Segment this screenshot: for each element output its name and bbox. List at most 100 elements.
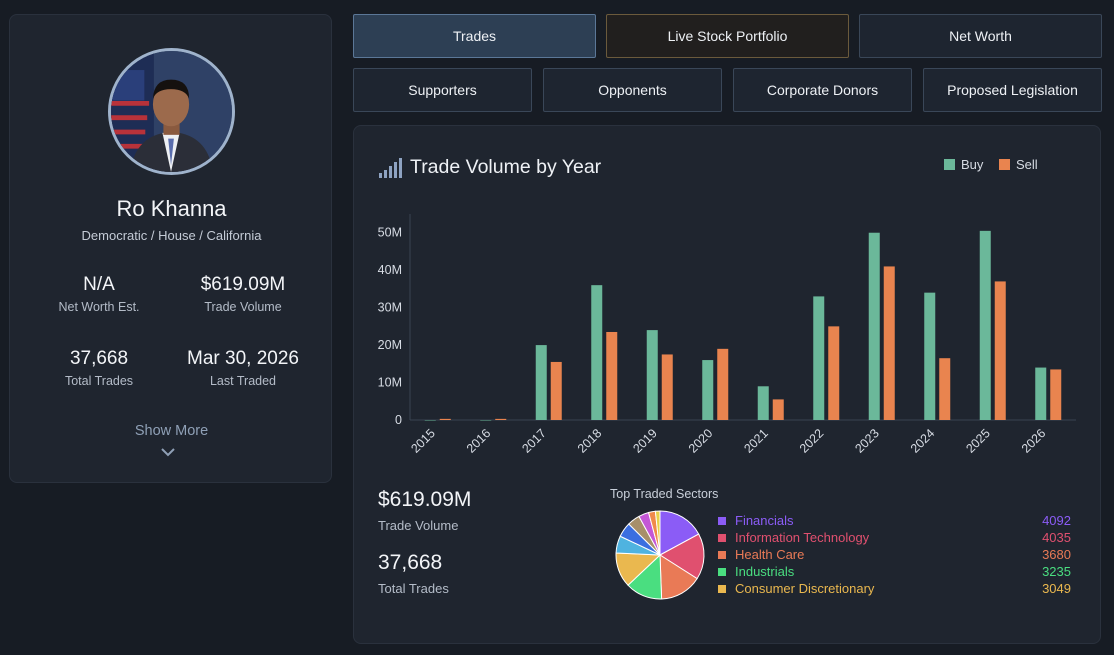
bar-buy-2024[interactable] xyxy=(924,292,936,420)
y-tick-label: 50M xyxy=(378,226,402,240)
sector-count: 4035 xyxy=(1042,530,1071,545)
profile-card: Ro Khanna Democratic / House / Californi… xyxy=(9,14,332,483)
bar-buy-2022[interactable] xyxy=(813,296,825,420)
bar-sell-2024[interactable] xyxy=(939,358,951,420)
signal-bars-icon xyxy=(379,158,402,178)
tab-live-stock-portfolio[interactable]: Live Stock Portfolio xyxy=(606,14,849,58)
legend-swatch xyxy=(944,159,955,170)
x-tick-label: 2025 xyxy=(963,426,993,456)
x-tick-label: 2026 xyxy=(1019,426,1049,456)
y-tick-label: 10M xyxy=(378,376,402,390)
total-trades-stat: 37,668 Total Trades xyxy=(19,348,179,388)
sector-name: Financials xyxy=(735,513,794,528)
legend-sell[interactable]: Sell xyxy=(999,157,1038,172)
x-tick-label: 2018 xyxy=(575,426,605,456)
tab-proposed-legislation[interactable]: Proposed Legislation xyxy=(923,68,1102,112)
sector-swatch xyxy=(718,568,726,576)
bar-buy-2026[interactable] xyxy=(1035,367,1047,420)
stat-label: Trade Volume xyxy=(204,300,282,314)
x-tick-label: 2021 xyxy=(741,426,771,456)
bar-sell-2020[interactable] xyxy=(717,348,729,420)
x-tick-label: 2015 xyxy=(408,426,438,456)
trade-volume-panel: Trade Volume by Year Buy Sell 0 10M 20M 30M… xyxy=(353,125,1101,644)
x-tick-label: 2017 xyxy=(519,426,549,456)
show-more-button[interactable]: Show More xyxy=(134,423,209,439)
sector-row[interactable]: Industrials 3235 xyxy=(718,564,1071,581)
stat-label: Last Traded xyxy=(209,374,276,388)
stat-label: Total Trades xyxy=(64,374,134,388)
bar-buy-2016[interactable] xyxy=(480,420,492,421)
total-trades-value: 37,668 xyxy=(378,551,443,574)
sector-name: Health Care xyxy=(735,547,805,562)
bar-sell-2022[interactable] xyxy=(828,326,840,420)
bar-sell-2015[interactable] xyxy=(439,418,451,420)
pie-slice[interactable] xyxy=(654,510,661,556)
total-trades-label: Total Trades xyxy=(378,581,449,596)
trade-volume-label: Trade Volume xyxy=(378,518,459,533)
sector-swatch xyxy=(718,585,726,593)
sectors-title: Top Traded Sectors xyxy=(610,487,719,501)
y-tick-label: 0 xyxy=(395,413,402,427)
x-tick-label: 2022 xyxy=(797,426,827,456)
legend-swatch xyxy=(999,159,1010,170)
tab-corporate-donors[interactable]: Corporate Donors xyxy=(733,68,912,112)
bar-buy-2020[interactable] xyxy=(702,360,714,420)
sector-row[interactable]: Health Care 3680 xyxy=(718,547,1071,564)
x-tick-label: 2016 xyxy=(464,426,494,456)
bar-buy-2025[interactable] xyxy=(979,230,991,420)
stat-value: N/A xyxy=(83,274,115,295)
sector-swatch xyxy=(718,551,726,559)
sector-count: 4092 xyxy=(1042,513,1071,528)
tab-trades[interactable]: Trades xyxy=(353,14,596,58)
tab-supporters[interactable]: Supporters xyxy=(353,68,532,112)
bar-sell-2026[interactable] xyxy=(1050,369,1062,420)
x-tick-label: 2024 xyxy=(908,426,938,456)
affiliation: Democratic / House / California xyxy=(81,228,262,243)
bar-chart: 0 10M 20M 30M 40M 50M 2015 2016 2017 2018 2019 2020… xyxy=(378,214,1076,456)
bar-buy-2021[interactable] xyxy=(757,386,769,420)
sector-count: 3235 xyxy=(1042,564,1071,579)
bar-sell-2021[interactable] xyxy=(772,399,784,420)
bar-sell-2016[interactable] xyxy=(495,418,507,420)
bar-buy-2019[interactable] xyxy=(646,330,658,420)
chart-title: Trade Volume by Year xyxy=(410,156,602,178)
legend-buy[interactable]: Buy xyxy=(944,157,983,172)
sector-name: Consumer Discretionary xyxy=(735,581,875,596)
x-tick-label: 2023 xyxy=(852,426,882,456)
tab-opponents[interactable]: Opponents xyxy=(543,68,722,112)
sector-row[interactable]: Information Technology 4035 xyxy=(718,530,1071,547)
legend-label: Buy xyxy=(961,157,984,172)
sector-row[interactable]: Consumer Discretionary 3049 xyxy=(718,581,1071,598)
bar-sell-2023[interactable] xyxy=(883,266,895,420)
bar-buy-2018[interactable] xyxy=(591,285,603,420)
bar-buy-2017[interactable] xyxy=(535,345,547,420)
sector-swatch xyxy=(718,517,726,525)
sector-row[interactable]: Financials 4092 xyxy=(718,513,1071,530)
sector-count: 3680 xyxy=(1042,547,1071,562)
politician-name: Ro Khanna xyxy=(116,196,227,221)
bar-sell-2018[interactable] xyxy=(606,331,618,420)
bar-buy-2015[interactable] xyxy=(424,420,436,421)
y-tick-label: 20M xyxy=(378,338,402,352)
sector-name: Industrials xyxy=(735,564,795,579)
x-tick-label: 2019 xyxy=(630,426,660,456)
tab-net-worth[interactable]: Net Worth xyxy=(859,14,1102,58)
last-traded-stat: Mar 30, 2026 Last Traded xyxy=(163,348,323,388)
net-worth-stat: N/A Net Worth Est. xyxy=(19,274,179,314)
chevron-down-icon[interactable] xyxy=(160,446,176,458)
x-tick-label: 2020 xyxy=(686,426,716,456)
sector-swatch xyxy=(718,534,726,542)
y-tick-label: 40M xyxy=(378,263,402,277)
portrait-image xyxy=(111,51,232,172)
bar-sell-2019[interactable] xyxy=(661,354,673,420)
stat-value: Mar 30, 2026 xyxy=(187,348,299,369)
sector-name: Information Technology xyxy=(735,530,870,545)
pie-slice[interactable] xyxy=(659,510,700,556)
bar-sell-2025[interactable] xyxy=(994,281,1006,420)
sectors-pie-chart xyxy=(615,510,705,600)
pie-slice[interactable] xyxy=(659,533,705,580)
stat-label: Net Worth Est. xyxy=(58,300,140,314)
legend-label: Sell xyxy=(1016,157,1038,172)
bar-sell-2017[interactable] xyxy=(550,361,562,420)
bar-buy-2023[interactable] xyxy=(868,232,880,420)
